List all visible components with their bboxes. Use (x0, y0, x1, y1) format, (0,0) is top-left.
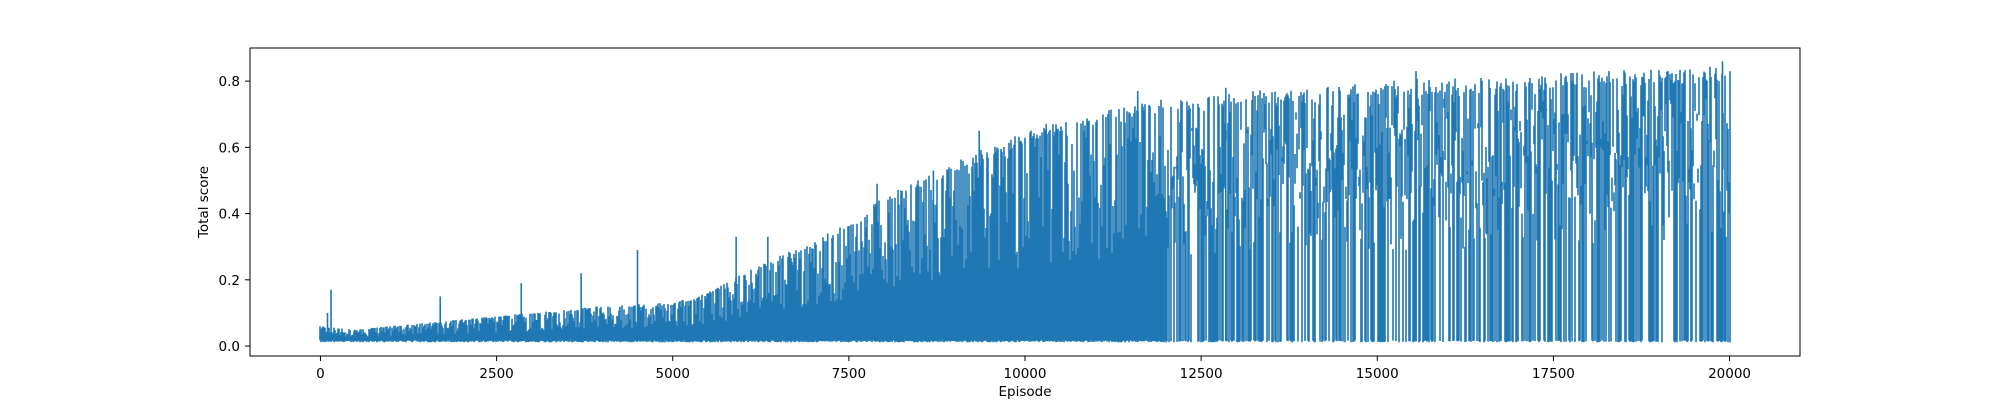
y-tick-label: 0.0 (219, 339, 240, 355)
y-tick-label: 0.2 (219, 273, 240, 289)
x-tick-label: 0 (316, 366, 325, 382)
y-tick-label: 0.8 (219, 74, 240, 90)
y-axis: 0.0 0.2 0.4 0.6 0.8 (219, 74, 250, 355)
y-tick-label: 0.4 (219, 207, 240, 223)
x-tick-label: 15000 (1356, 366, 1399, 382)
x-axis-label: Episode (998, 384, 1051, 400)
x-tick-label: 10000 (1004, 366, 1047, 382)
x-tick-label: 5000 (656, 366, 690, 382)
x-tick-label: 17500 (1532, 366, 1575, 382)
x-tick-label: 2500 (479, 366, 513, 382)
y-axis-label: Total score (196, 166, 212, 239)
data-layer (319, 61, 1731, 343)
x-tick-label: 7500 (832, 366, 866, 382)
series-line (319, 66, 1731, 343)
x-axis: 0 2500 5000 7500 10000 12500 15000 17500 20000 (316, 356, 1751, 382)
x-tick-label: 20000 (1708, 366, 1751, 382)
x-tick-label: 12500 (1180, 366, 1223, 382)
y-tick-label: 0.6 (219, 140, 240, 156)
